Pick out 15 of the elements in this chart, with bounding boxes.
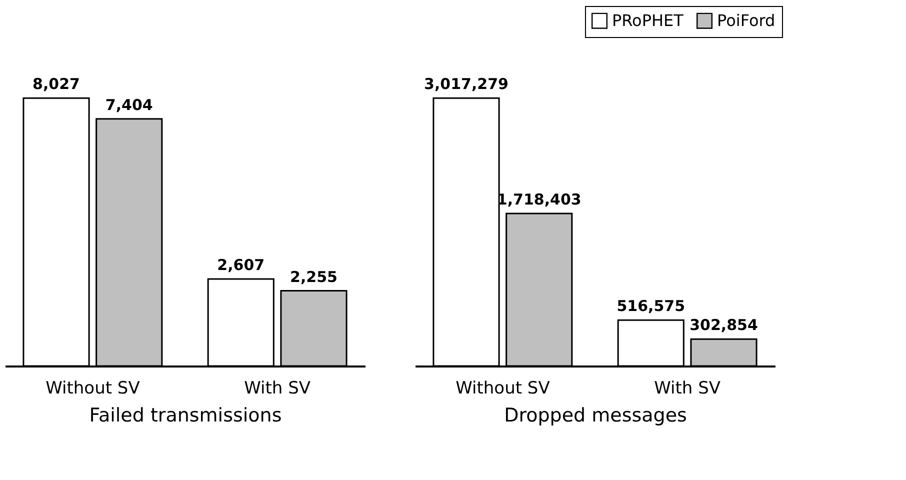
x-tick-label: Without SV: [46, 378, 140, 398]
x-axis-title: Failed transmissions: [89, 404, 282, 426]
data-label: 8,027: [32, 75, 80, 94]
data-label: 302,854: [690, 316, 758, 334]
x-tick-label: With SV: [244, 378, 311, 398]
legend-label: PoiFord: [717, 10, 776, 30]
x-tick-label: Without SV: [456, 378, 550, 398]
legend-label: PRoPHET: [612, 10, 684, 30]
data-label: 2,255: [290, 268, 338, 286]
data-label: 3,017,279: [424, 75, 508, 94]
data-label: 516,575: [616, 297, 686, 316]
data-label: 7,404: [105, 96, 153, 114]
x-tick-label: With SV: [654, 378, 721, 398]
data-label: 2,607: [217, 256, 265, 274]
x-axis-title: Dropped messages: [504, 404, 687, 426]
